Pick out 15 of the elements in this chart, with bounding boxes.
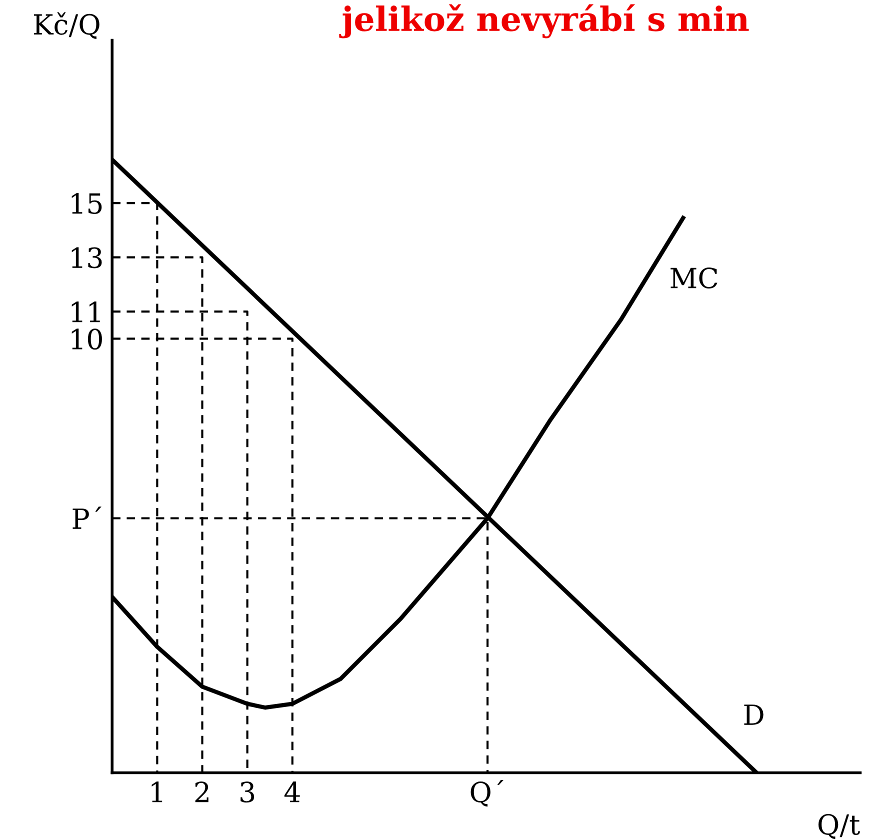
x-tick-label: 4 <box>284 782 300 802</box>
x-axis-title: Q/t <box>818 814 860 839</box>
y-tick-label: 10 <box>72 328 102 350</box>
y-tick-label: 11 <box>72 301 100 322</box>
series-label: MC <box>670 268 718 289</box>
y-axis-title: Kč/Q <box>34 12 100 39</box>
x-tick-label: Q´ <box>470 780 504 807</box>
y-tick-label: 15 <box>72 192 102 214</box>
x-tick-label: 2 <box>195 782 208 802</box>
series-label: D <box>744 704 764 725</box>
chart-title: jelikož nevyrábí s min <box>339 4 749 38</box>
y-tick-label: 13 <box>72 247 102 268</box>
y-tick-label: P´ <box>72 506 102 529</box>
x-tick-label: 1 <box>152 782 162 802</box>
x-tick-label: 3 <box>240 782 254 803</box>
